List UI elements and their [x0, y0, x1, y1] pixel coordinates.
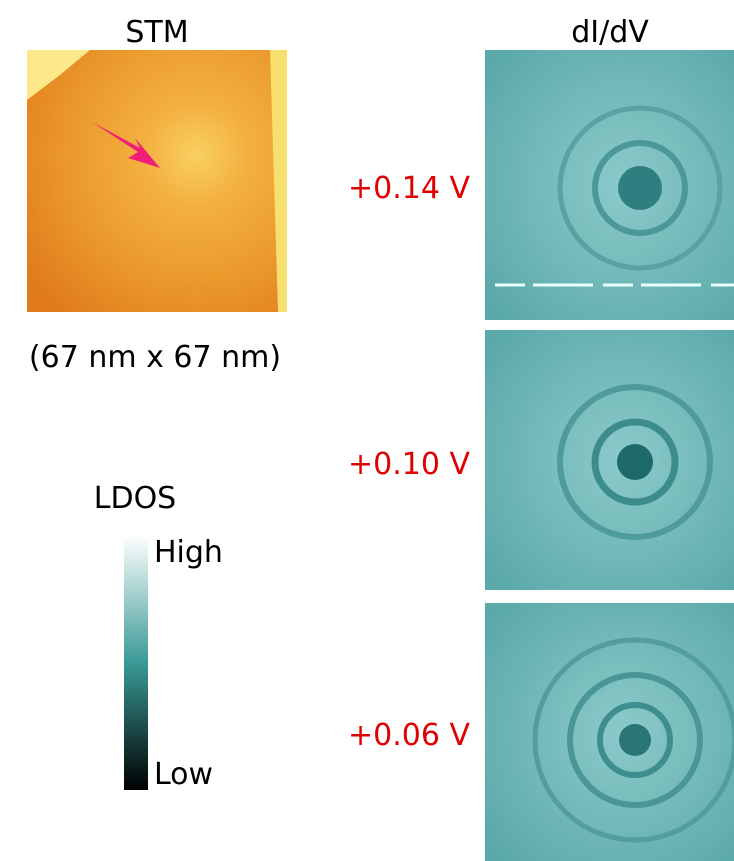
colorbar-title: LDOS [94, 481, 176, 516]
colorbar-high: High [154, 535, 223, 570]
colorbar-low: Low [154, 757, 213, 792]
voltage-label: +0.06 V [348, 718, 470, 753]
colorbar [124, 535, 148, 790]
stm-title: STM [125, 15, 188, 50]
voltage-label: +0.10 V [348, 447, 470, 482]
figure: STM (67 nm x 67 nm) dI/dV +0.14 V +0.10 … [0, 0, 734, 861]
stm-image [27, 50, 287, 312]
didv-title: dI/dV [571, 15, 649, 50]
voltage-label: +0.14 V [348, 171, 470, 206]
stm-caption: (67 nm x 67 nm) [29, 340, 281, 375]
didv-image [485, 330, 734, 590]
didv-image [485, 603, 734, 861]
page: STM (67 nm x 67 nm) dI/dV +0.14 V +0.10 … [0, 0, 734, 861]
didv-image [485, 50, 734, 320]
